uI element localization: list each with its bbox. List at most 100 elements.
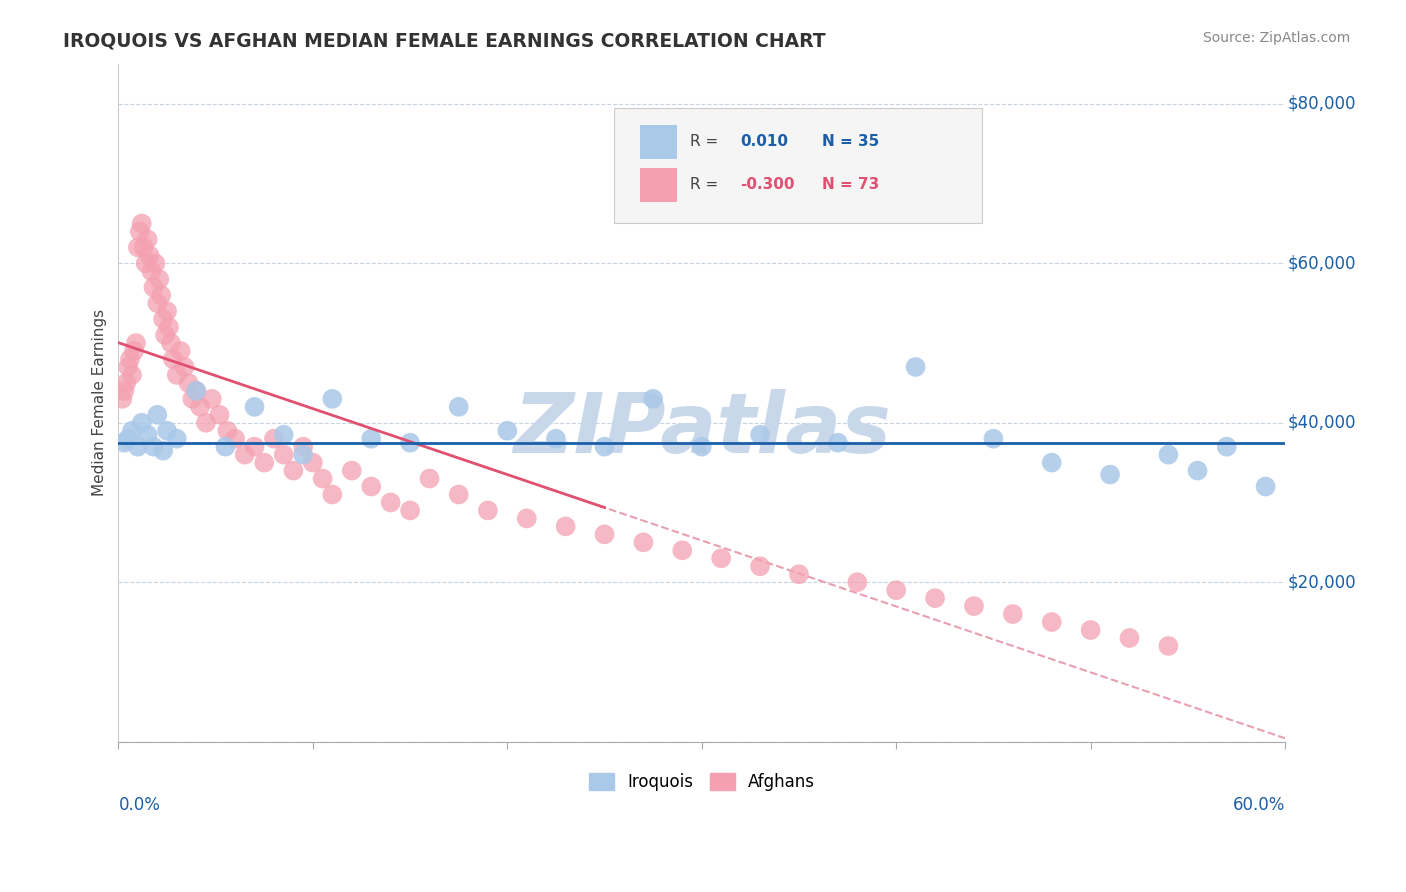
- Point: [1080, 623, 1102, 637]
- Y-axis label: Median Female Earnings: Median Female Earnings: [93, 310, 107, 497]
- FancyBboxPatch shape: [614, 108, 981, 223]
- Point: [127, 240, 149, 254]
- Point: [311, 472, 333, 486]
- Point: [593, 527, 616, 541]
- Point: [380, 495, 402, 509]
- Point: [302, 456, 325, 470]
- Point: [340, 464, 363, 478]
- Point: [1254, 479, 1277, 493]
- Point: [152, 443, 174, 458]
- Point: [447, 400, 470, 414]
- Point: [169, 344, 191, 359]
- Point: [243, 440, 266, 454]
- Text: N = 35: N = 35: [823, 135, 879, 150]
- Point: [544, 432, 567, 446]
- Point: [138, 248, 160, 262]
- Text: IROQUOIS VS AFGHAN MEDIAN FEMALE EARNINGS CORRELATION CHART: IROQUOIS VS AFGHAN MEDIAN FEMALE EARNING…: [63, 31, 825, 50]
- Point: [273, 427, 295, 442]
- Point: [188, 400, 211, 414]
- Point: [321, 392, 343, 406]
- Point: [120, 351, 142, 366]
- Point: [181, 392, 204, 406]
- Point: [1215, 440, 1237, 454]
- Point: [360, 432, 382, 446]
- Point: [166, 368, 188, 382]
- Point: [115, 376, 138, 390]
- Point: [516, 511, 538, 525]
- Point: [156, 304, 179, 318]
- Point: [496, 424, 519, 438]
- Point: [253, 456, 276, 470]
- Point: [263, 432, 285, 446]
- Point: [963, 599, 986, 613]
- Point: [787, 567, 810, 582]
- Point: [142, 440, 165, 454]
- Point: [904, 359, 927, 374]
- Point: [924, 591, 946, 606]
- Point: [224, 432, 246, 446]
- Point: [399, 435, 422, 450]
- Point: [136, 232, 159, 246]
- Text: N = 73: N = 73: [823, 178, 879, 192]
- Point: [131, 217, 153, 231]
- Point: [447, 487, 470, 501]
- Point: [146, 408, 169, 422]
- Point: [827, 435, 849, 450]
- Point: [131, 416, 153, 430]
- Point: [186, 384, 208, 398]
- Point: [145, 256, 167, 270]
- Point: [148, 272, 170, 286]
- Point: [1001, 607, 1024, 621]
- Point: [135, 256, 157, 270]
- Point: [593, 440, 616, 454]
- Text: R =: R =: [690, 135, 723, 150]
- Point: [194, 416, 217, 430]
- Point: [273, 448, 295, 462]
- Point: [177, 376, 200, 390]
- Point: [117, 359, 139, 374]
- Text: $60,000: $60,000: [1288, 254, 1355, 272]
- Point: [112, 384, 135, 398]
- Text: 0.010: 0.010: [740, 135, 789, 150]
- Point: [141, 264, 163, 278]
- Point: [150, 288, 173, 302]
- Point: [122, 344, 145, 359]
- Point: [477, 503, 499, 517]
- FancyBboxPatch shape: [640, 125, 678, 159]
- Text: -0.300: -0.300: [740, 178, 794, 192]
- Point: [111, 392, 134, 406]
- Text: Source: ZipAtlas.com: Source: ZipAtlas.com: [1202, 31, 1350, 45]
- Point: [136, 427, 159, 442]
- Point: [1157, 448, 1180, 462]
- Point: [710, 551, 733, 566]
- Point: [292, 440, 315, 454]
- Point: [233, 448, 256, 462]
- Text: ZIPatlas: ZIPatlas: [513, 390, 890, 470]
- Point: [217, 424, 239, 438]
- Point: [1157, 639, 1180, 653]
- Point: [152, 312, 174, 326]
- Point: [399, 503, 422, 517]
- Point: [243, 400, 266, 414]
- Point: [121, 368, 143, 382]
- Point: [884, 583, 907, 598]
- Point: [643, 392, 665, 406]
- Point: [186, 384, 208, 398]
- Point: [360, 479, 382, 493]
- Point: [173, 359, 195, 374]
- Text: $40,000: $40,000: [1288, 414, 1355, 432]
- Text: 0.0%: 0.0%: [118, 796, 160, 814]
- Text: $80,000: $80,000: [1288, 95, 1355, 113]
- Point: [153, 328, 176, 343]
- FancyBboxPatch shape: [640, 168, 678, 202]
- Point: [127, 440, 149, 454]
- Point: [749, 559, 772, 574]
- Point: [162, 351, 184, 366]
- Point: [321, 487, 343, 501]
- Point: [1187, 464, 1209, 478]
- Point: [208, 408, 231, 422]
- Point: [419, 472, 441, 486]
- Point: [983, 432, 1005, 446]
- Point: [671, 543, 693, 558]
- Point: [1040, 615, 1063, 629]
